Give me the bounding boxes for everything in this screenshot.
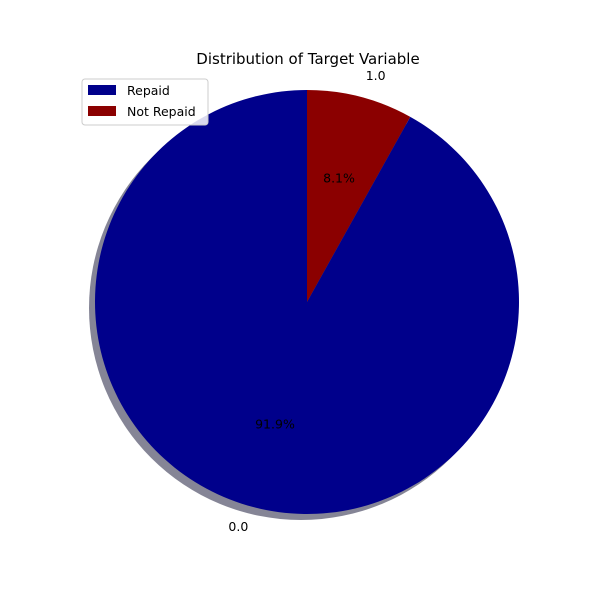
pie-slices <box>95 90 520 514</box>
pie-slice-repaid <box>95 90 520 514</box>
legend-label-not-repaid: Not Repaid <box>127 104 196 119</box>
slice-category-label: 0.0 <box>228 519 248 534</box>
legend-swatch-not-repaid <box>88 106 116 116</box>
legend-label-repaid: Repaid <box>127 83 170 98</box>
slice-percent-label: 8.1% <box>323 170 355 185</box>
slice-category-label: 1.0 <box>366 68 386 83</box>
chart-title: Distribution of Target Variable <box>196 50 419 68</box>
legend-swatch-repaid <box>88 85 116 95</box>
pie-slice-not-repaid <box>307 90 411 302</box>
pie-labels: 1.0 8.1% 0.0 91.9% <box>228 68 385 534</box>
slice-percent-label: 91.9% <box>255 417 295 432</box>
legend: Repaid Not Repaid <box>81 78 209 126</box>
